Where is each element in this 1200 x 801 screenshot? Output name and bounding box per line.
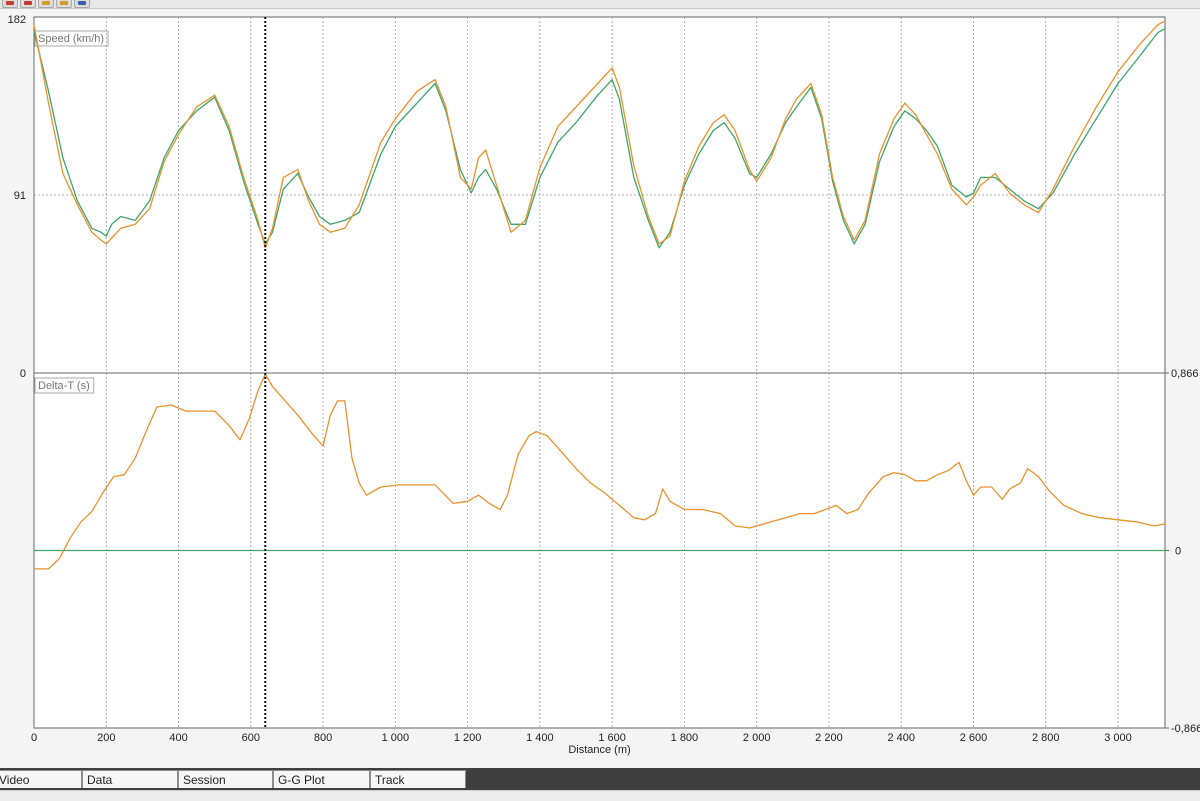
chart-icon[interactable] bbox=[74, 0, 90, 8]
toolbar bbox=[0, 0, 1200, 9]
status-bar bbox=[0, 790, 1200, 801]
x-tick-label: 200 bbox=[97, 732, 115, 744]
tab-g-g-plot[interactable]: G-G Plot bbox=[273, 770, 370, 788]
cursor-icon[interactable] bbox=[2, 0, 18, 8]
x-tick-label: 1 400 bbox=[526, 732, 554, 744]
zoom-icon[interactable] bbox=[38, 0, 54, 8]
speed-series-green bbox=[33, 28, 1166, 249]
x-tick-label: 800 bbox=[314, 732, 332, 744]
tab-track[interactable]: Track bbox=[370, 770, 466, 788]
speed-title-text: Speed (km/h) bbox=[38, 33, 104, 45]
delta-series-orange bbox=[34, 373, 1166, 570]
x-tick-label: 3 000 bbox=[1104, 732, 1132, 744]
x-tick-label: 0 bbox=[31, 732, 37, 744]
delta-title-box bbox=[34, 377, 95, 394]
speed-series-orange bbox=[33, 20, 1166, 249]
chart-svg[interactable]: 0 200 400 600 800 1 000 1 200 1 400 1 600 1 800 2 … bbox=[0, 9, 1200, 768]
x-tick-label: 2 400 bbox=[887, 732, 915, 744]
speed-tick-max: 182 bbox=[8, 14, 26, 26]
delta-title-text: Delta-T (s) bbox=[38, 380, 90, 392]
x-tick-label: 2 200 bbox=[815, 732, 843, 744]
x-tick-label: 2 000 bbox=[743, 732, 771, 744]
tab-video[interactable]: Video bbox=[0, 770, 82, 788]
speed-title-box bbox=[34, 30, 109, 47]
x-axis-label: Distance (m) bbox=[568, 744, 630, 756]
delta-tick-zero: 0 bbox=[1175, 546, 1181, 558]
delta-tick-min: -0,866 bbox=[1171, 723, 1200, 735]
pencil-icon[interactable] bbox=[20, 0, 36, 8]
x-tick-label: 1 200 bbox=[454, 732, 482, 744]
x-tick-label: 1 800 bbox=[671, 732, 699, 744]
x-tick-label: 1 600 bbox=[598, 732, 626, 744]
x-tick-label: 1 000 bbox=[382, 732, 410, 744]
x-tick-label: 600 bbox=[242, 732, 260, 744]
x-tick-label: 400 bbox=[169, 732, 187, 744]
chart-area[interactable]: 0 200 400 600 800 1 000 1 200 1 400 1 600 1 800 2 … bbox=[0, 9, 1200, 768]
speed-tick-mid: 91 bbox=[14, 190, 26, 202]
delta-tick-max: 0,866 bbox=[1171, 368, 1199, 380]
tab-data[interactable]: Data bbox=[82, 770, 178, 788]
tab-session[interactable]: Session bbox=[178, 770, 273, 788]
ruler-icon[interactable] bbox=[56, 0, 72, 8]
speed-tick-min: 0 bbox=[20, 368, 26, 380]
tab-bar: Video Data Session G-G Plot Track bbox=[0, 768, 1200, 790]
x-tick-label: 2 600 bbox=[960, 732, 988, 744]
x-tick-label: 2 800 bbox=[1032, 732, 1060, 744]
